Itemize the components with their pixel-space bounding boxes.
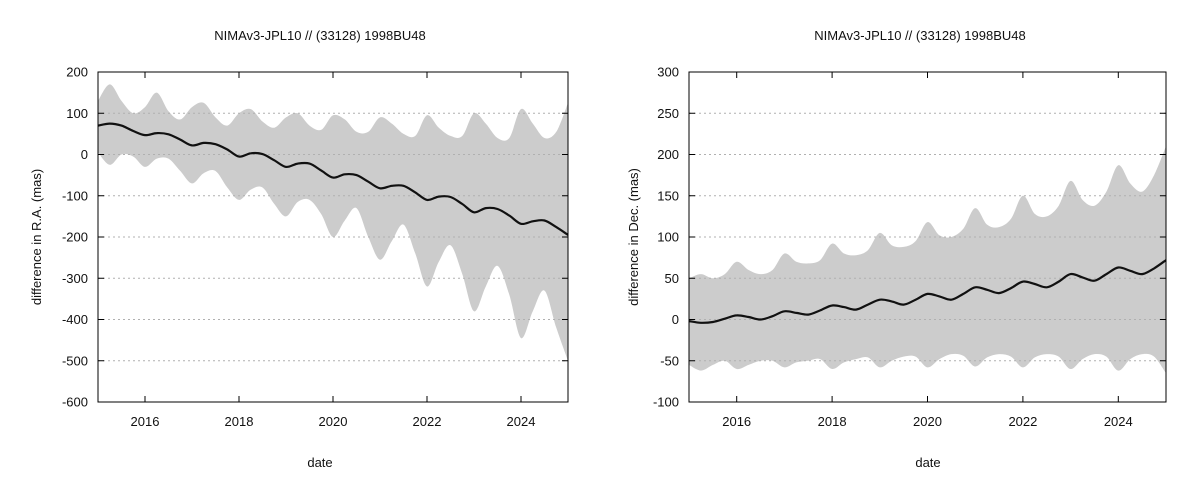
y-tick-label: 0: [672, 312, 679, 327]
ticks: 300 250 200 150 100 50 0 -50 -100 2016 2018 2020 202…: [653, 65, 1166, 429]
y-tick-label: -50: [660, 353, 679, 368]
y-tick-label: -200: [62, 230, 88, 245]
x-tick-label: 2016: [131, 414, 160, 429]
uncertainty-band: [98, 84, 568, 361]
ticks: 200 100 0 -100 -200 -300 -400 -500 -600 2016 2018 2…: [62, 65, 568, 429]
y-tick-label: 150: [657, 188, 679, 203]
y-tick-label: 100: [66, 106, 88, 121]
y-tick-label: -100: [62, 188, 88, 203]
x-axis-label: date: [915, 455, 940, 470]
x-tick-label: 2024: [507, 414, 536, 429]
uncertainty-band-layer: [689, 146, 1166, 374]
y-tick-label: -500: [62, 353, 88, 368]
y-tick-label: 200: [66, 65, 88, 80]
y-tick-label: -600: [62, 395, 88, 410]
series-layer: [97, 122, 569, 236]
mean-series-line: [97, 122, 569, 236]
chart-title: NIMAv3-JPL10 // (33128) 1998BU48: [814, 28, 1026, 43]
gridlines: [98, 112, 568, 362]
y-tick-label: 50: [665, 271, 679, 286]
uncertainty-band: [689, 146, 1166, 374]
y-axis-label: difference in R.A. (mas): [29, 169, 44, 305]
y-tick-label: -300: [62, 271, 88, 286]
uncertainty-band-layer: [98, 84, 568, 361]
x-tick-label: 2018: [818, 414, 847, 429]
dec-difference-chart: NIMAv3-JPL10 // (33128) 1998BU48 date di…: [626, 28, 1167, 470]
x-tick-label: 2018: [225, 414, 254, 429]
x-tick-label: 2016: [722, 414, 751, 429]
x-axis-label: date: [307, 455, 332, 470]
y-tick-label: 0: [81, 147, 88, 162]
x-tick-label: 2022: [1008, 414, 1037, 429]
y-tick-label: 100: [657, 230, 679, 245]
y-tick-label: -400: [62, 312, 88, 327]
mean-series-line: [688, 259, 1167, 324]
y-tick-label: 300: [657, 65, 679, 80]
chart-title: NIMAv3-JPL10 // (33128) 1998BU48: [214, 28, 426, 43]
y-tick-label: 250: [657, 106, 679, 121]
x-tick-label: 2024: [1104, 414, 1133, 429]
series-layer: [688, 259, 1167, 324]
ra-difference-chart: NIMAv3-JPL10 // (33128) 1998BU48 date di…: [29, 28, 569, 470]
y-axis-label: difference in Dec. (mas): [626, 168, 641, 306]
x-tick-label: 2020: [319, 414, 348, 429]
x-tick-label: 2022: [413, 414, 442, 429]
y-tick-label: -100: [653, 395, 679, 410]
y-tick-label: 200: [657, 147, 679, 162]
x-tick-label: 2020: [913, 414, 942, 429]
